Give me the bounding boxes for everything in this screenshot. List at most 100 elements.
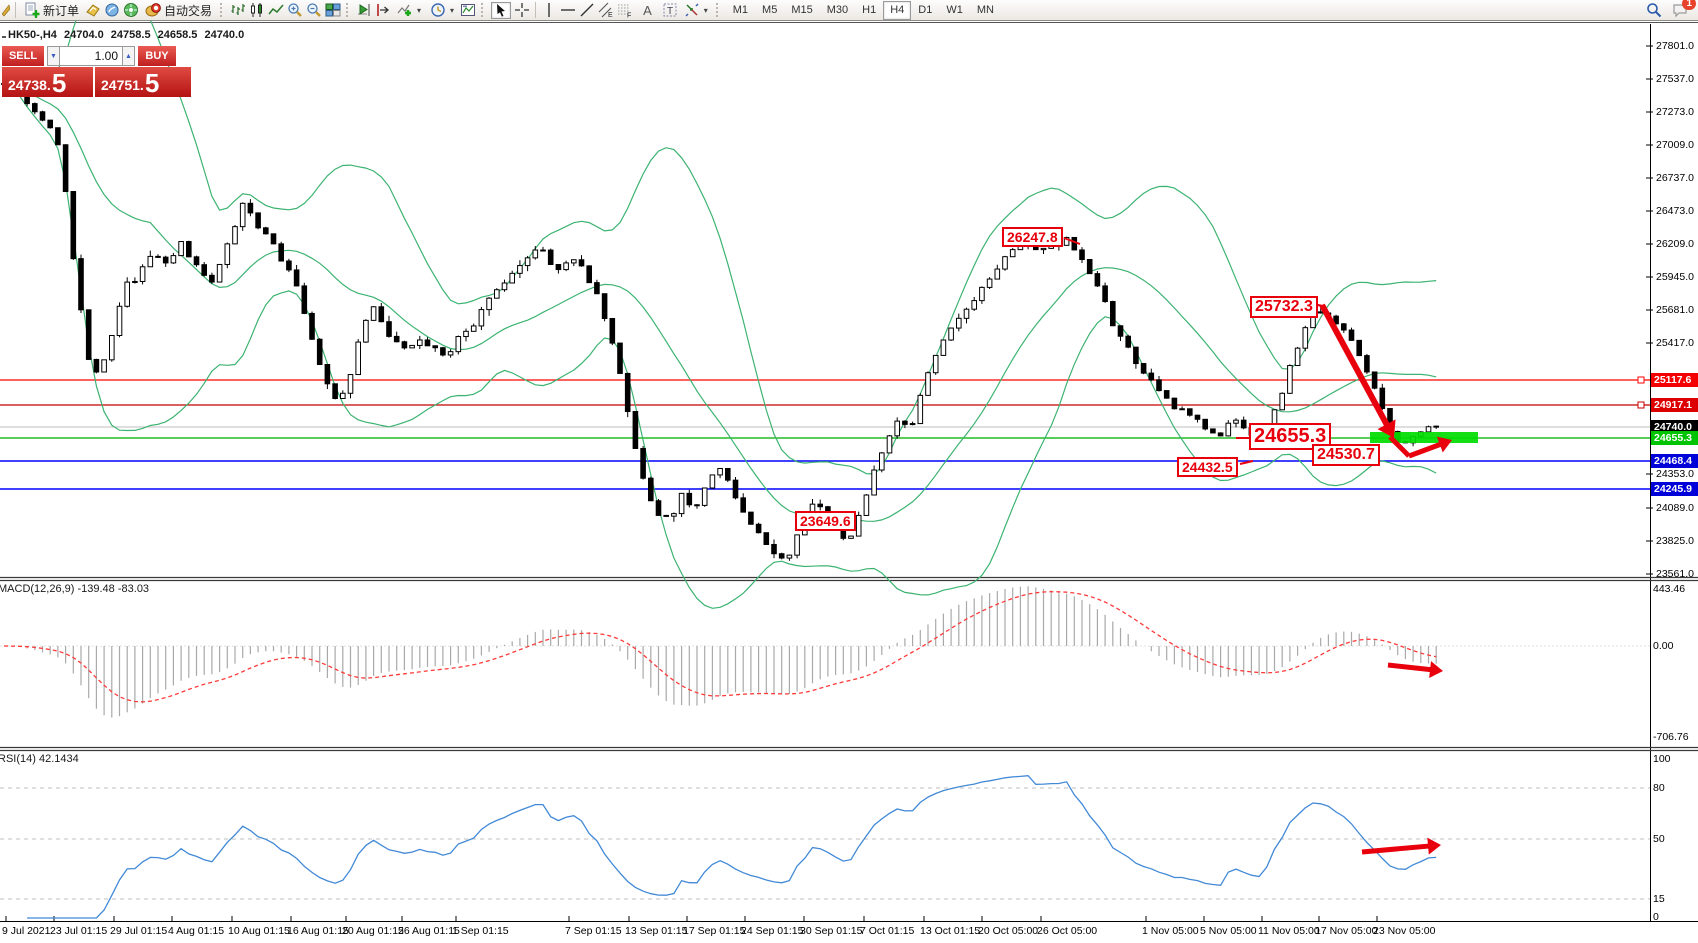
cursor-tool[interactable]: [491, 1, 512, 19]
trendline-tool-icon[interactable]: [579, 2, 595, 18]
timeframe-D1[interactable]: D1: [918, 3, 933, 16]
candle-body: [717, 467, 723, 476]
candle-body: [209, 274, 215, 283]
candle-body: [956, 317, 962, 329]
candle-body: [301, 285, 308, 314]
timeframe-M1[interactable]: M1: [732, 3, 749, 16]
candle-body: [1156, 379, 1162, 392]
candle-body: [1371, 371, 1378, 389]
crosshair-icon[interactable]: [514, 2, 530, 18]
buy-price-box[interactable]: 24751. 5: [95, 67, 191, 97]
candle-body: [1233, 419, 1239, 424]
timeframe-M5[interactable]: M5: [762, 3, 778, 16]
candle-body: [70, 191, 77, 260]
chart-ohlc-header: HK50-,H4 24704.0 24758.5 24658.5 24740.0: [8, 29, 248, 41]
data-window-icon[interactable]: [104, 2, 120, 18]
volume-down-button[interactable]: ▼: [47, 46, 60, 66]
navigator-icon[interactable]: [123, 2, 139, 18]
candle-body: [178, 241, 184, 257]
candle-body: [363, 319, 369, 343]
candle-body: [655, 500, 662, 516]
fibonacci-tool[interactable]: F: [617, 1, 633, 19]
candle-body: [286, 260, 292, 271]
symbol-marker: [2, 36, 6, 38]
candle-body: [109, 335, 115, 361]
zoom-out-icon[interactable]: [306, 2, 322, 18]
timeframe-M30[interactable]: M30: [826, 3, 849, 16]
text-label-tool[interactable]: T: [662, 1, 678, 19]
horizontal-line-tool-icon[interactable]: [560, 2, 576, 18]
time-axis-label: 23 Jul 01:15: [50, 925, 108, 937]
price-annotation-label[interactable]: 23649.6: [795, 511, 856, 532]
price-axis-tick: 25945.0: [1656, 271, 1694, 283]
clipped-edge-icon[interactable]: [2, 2, 10, 18]
candle-body: [1133, 346, 1139, 365]
candle-body: [255, 212, 261, 229]
bar-chart-icon[interactable]: [230, 2, 246, 18]
timeframe-W1[interactable]: W1: [946, 3, 963, 16]
candle-body: [417, 339, 423, 346]
candle-body: [740, 497, 747, 513]
candle-body: [863, 494, 870, 516]
trend-arrow: [1408, 440, 1446, 459]
candle-body: [1125, 335, 1132, 348]
new-order-button[interactable]: 新订单: [21, 1, 82, 19]
price-annotation-label[interactable]: 25732.3: [1250, 296, 1318, 319]
candle-body: [78, 258, 84, 311]
candle-body: [763, 532, 770, 545]
timeframe-H4[interactable]: H4: [883, 0, 912, 20]
indicators-button[interactable]: ▾: [394, 1, 424, 19]
candle-body: [1171, 397, 1178, 410]
equidistant-channel-tool[interactable]: E: [598, 1, 614, 19]
zoom-in-icon[interactable]: [287, 2, 303, 18]
candle-body: [1179, 408, 1185, 411]
candle-body: [132, 280, 138, 283]
auto-trading-button[interactable]: 自动交易: [142, 1, 215, 19]
open-value: 24704.0: [63, 29, 104, 41]
candle-body: [855, 514, 862, 537]
candle-body: [894, 420, 901, 437]
new-order-icon: [25, 2, 40, 18]
time-axis-label: 23 Nov 05:00: [1373, 925, 1436, 937]
search-icon[interactable]: [1646, 2, 1662, 18]
sell-price-pip: 5: [51, 68, 67, 98]
timeframe-H1[interactable]: H1: [862, 3, 877, 16]
vertical-line-tool-icon[interactable]: [541, 2, 557, 18]
candle-body: [494, 289, 500, 299]
market-watch-icon[interactable]: [85, 2, 101, 18]
candle-body: [948, 327, 954, 341]
price-axis-tick: 23825.0: [1656, 535, 1694, 547]
candle-body: [971, 300, 978, 310]
line-chart-icon[interactable]: [268, 2, 284, 18]
chart-shift-icon[interactable]: [375, 2, 391, 18]
timeframe-MN[interactable]: MN: [976, 3, 994, 16]
sell-button[interactable]: SELL: [2, 46, 44, 66]
candle-body: [440, 347, 446, 356]
periods-button[interactable]: ▾: [427, 1, 457, 19]
candle-body: [85, 309, 92, 360]
auto-scroll-icon[interactable]: [356, 2, 372, 18]
candlestick-chart-icon[interactable]: [249, 2, 265, 18]
price-axis-badge: 24655.3: [1651, 431, 1698, 445]
text-label-icon: T: [663, 3, 677, 17]
time-axis-label: 17 Nov 05:00: [1315, 925, 1378, 937]
price-annotation-label[interactable]: 24530.7: [1312, 444, 1380, 467]
buy-button[interactable]: BUY: [138, 46, 176, 66]
tile-windows-icon[interactable]: [325, 2, 341, 18]
price-axis-tick: 27273.0: [1656, 106, 1694, 118]
candle-body: [925, 372, 931, 396]
volume-up-button[interactable]: ▲: [122, 46, 135, 66]
price-annotation-label[interactable]: 26247.8: [1002, 227, 1063, 248]
volume-input[interactable]: 1.00: [60, 46, 122, 66]
price-axis-tick: 24353.0: [1656, 468, 1694, 480]
notifications-button[interactable]: 1: [1672, 0, 1696, 18]
sell-price-box[interactable]: 24738. 5: [2, 67, 93, 97]
price-annotation-label[interactable]: 24432.5: [1177, 457, 1238, 478]
templates-icon[interactable]: [460, 2, 476, 18]
candle-body: [62, 144, 69, 193]
indicators-icon: [397, 4, 412, 16]
text-tool[interactable]: A: [643, 2, 652, 18]
timeframe-M15[interactable]: M15: [791, 3, 813, 16]
arrows-tool[interactable]: ▾: [681, 1, 711, 19]
